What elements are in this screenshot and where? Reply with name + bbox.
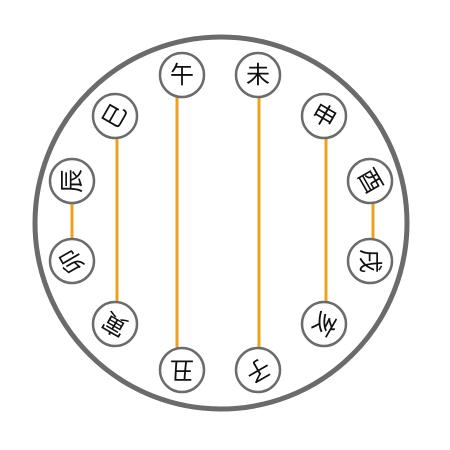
outer-ring (32, 34, 410, 412)
node-mao[interactable]: 卯 (48, 237, 96, 285)
node-xu[interactable]: 戌 (346, 237, 394, 285)
node-circle (48, 157, 96, 205)
node-si[interactable]: 巳 (91, 92, 139, 140)
node-circle (300, 300, 348, 348)
node-circle (234, 51, 282, 99)
node-you[interactable]: 酉 (346, 157, 394, 205)
node-label: 丑 (170, 356, 194, 384)
node-circle (158, 51, 206, 99)
node-circle (48, 237, 96, 285)
node-circle (346, 237, 394, 285)
node-circle (158, 346, 206, 394)
node-circle (234, 346, 282, 394)
node-circle (91, 92, 139, 140)
node-chou[interactable]: 丑 (158, 346, 206, 394)
node-label: 午 (170, 61, 194, 89)
node-circle (346, 157, 394, 205)
node-wei[interactable]: 未 (234, 51, 282, 99)
node-circle (91, 300, 139, 348)
node-label: 未 (246, 61, 270, 89)
node-yin[interactable]: 寅 (91, 300, 139, 348)
node-circle (300, 92, 348, 140)
node-zi[interactable]: 子 (234, 346, 282, 394)
node-wu[interactable]: 午 (158, 51, 206, 99)
node-label: 辰 (58, 169, 86, 193)
node-shen[interactable]: 申 (300, 92, 348, 140)
node-label: 戌 (356, 249, 384, 273)
node-hai[interactable]: 亥 (300, 300, 348, 348)
node-chen[interactable]: 辰 (48, 157, 96, 205)
